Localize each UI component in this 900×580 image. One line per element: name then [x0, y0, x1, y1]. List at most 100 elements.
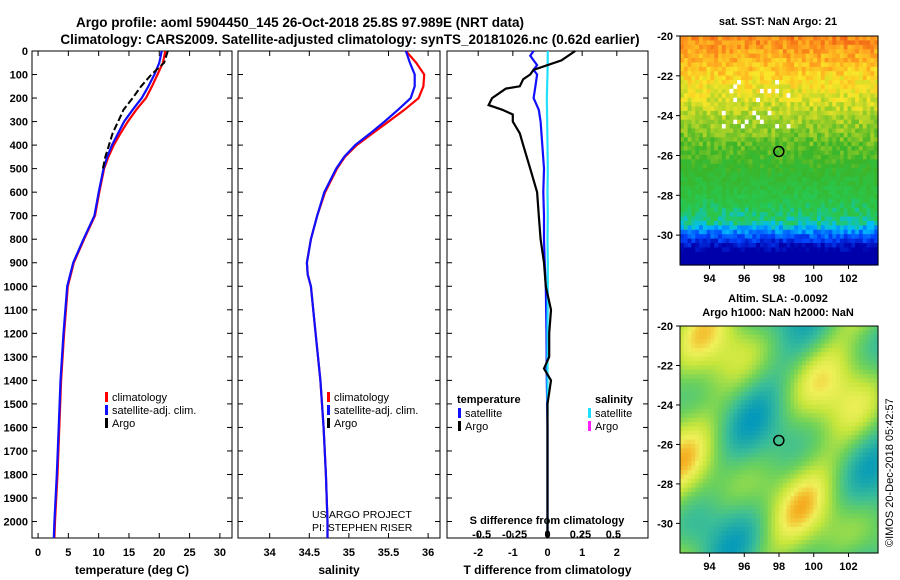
map-cell — [782, 36, 788, 41]
map-cell — [809, 548, 814, 554]
map-cell — [828, 190, 833, 196]
map-cell — [809, 435, 814, 441]
map-cell — [706, 225, 712, 231]
map-cell — [786, 238, 792, 244]
map-cell — [710, 422, 715, 428]
map-cell — [725, 198, 731, 204]
map-cell — [748, 110, 753, 116]
map-cell — [820, 330, 826, 336]
map-cell — [851, 137, 856, 143]
map-cell — [836, 49, 841, 55]
map-cell — [858, 36, 864, 41]
map-cell — [870, 49, 875, 55]
map-cell — [683, 356, 689, 362]
map-cell — [748, 443, 753, 449]
map-cell — [718, 154, 723, 160]
map-cell — [748, 66, 753, 72]
map-cell — [775, 194, 780, 200]
map-cell — [718, 496, 723, 502]
map-cell — [756, 535, 761, 541]
map-cell — [782, 159, 788, 165]
map-cell — [847, 198, 852, 204]
map-cell — [756, 198, 761, 204]
map-cell — [714, 522, 719, 528]
map-cell — [680, 443, 685, 449]
map-cell — [870, 84, 875, 90]
map-cell — [763, 176, 769, 182]
map-cell — [782, 234, 788, 240]
map-cell — [771, 400, 776, 406]
map-cell — [858, 110, 864, 116]
map-cell — [687, 491, 693, 497]
map-cell — [813, 334, 818, 340]
map-cell — [790, 185, 795, 191]
map-cell — [862, 66, 868, 72]
map-cell — [699, 44, 704, 50]
map-cell — [813, 84, 818, 90]
map-cell — [752, 163, 757, 169]
map-cell — [695, 326, 700, 331]
map-cell — [748, 496, 753, 502]
map-cell — [729, 413, 734, 419]
map-cell — [718, 483, 723, 489]
map-cell — [725, 216, 731, 222]
map-cell — [790, 93, 795, 99]
map-cell — [828, 53, 833, 59]
map-cell — [733, 88, 738, 94]
map-cell — [756, 539, 761, 545]
map-cell — [855, 216, 860, 222]
map-cell — [813, 36, 818, 41]
map-cell — [851, 75, 856, 81]
map-cell — [801, 544, 807, 550]
map-cell — [805, 448, 811, 454]
map-cell — [843, 141, 849, 147]
map-cell — [870, 71, 875, 77]
map-cell — [718, 339, 723, 345]
map-cell — [786, 518, 792, 524]
map-cell — [775, 159, 780, 165]
map-cell — [718, 146, 723, 152]
map-cell — [790, 110, 795, 116]
map-cell — [729, 526, 734, 532]
map-cell — [858, 163, 864, 169]
map-cell — [718, 513, 723, 519]
map-cell — [714, 539, 719, 545]
map-cell — [798, 181, 803, 187]
map-cell — [763, 465, 769, 471]
map-cell — [767, 207, 772, 213]
map-cell — [809, 49, 814, 55]
map-cell — [851, 88, 856, 94]
y-tick-label: 100 — [10, 70, 28, 82]
map-cell — [771, 247, 776, 253]
map-cell — [695, 163, 700, 169]
map-cell — [805, 470, 811, 476]
map-cell — [874, 154, 879, 160]
map-cell — [809, 62, 814, 68]
map-cell — [779, 62, 784, 68]
map-cell — [756, 347, 761, 353]
map-cell — [862, 128, 868, 134]
map-cell — [729, 430, 734, 436]
map-cell — [699, 106, 704, 112]
map-cell — [870, 44, 875, 50]
map-cell — [771, 382, 776, 388]
map-cell — [782, 66, 788, 72]
map-cell — [729, 102, 734, 108]
map-cell — [858, 102, 864, 108]
map-cell — [809, 395, 814, 401]
map-cell — [786, 478, 792, 484]
map-cell — [817, 97, 822, 103]
map-cell — [721, 339, 727, 345]
map-cell — [748, 176, 753, 182]
map-cell — [752, 509, 757, 515]
map-cell — [782, 400, 788, 406]
map-cell — [714, 526, 719, 532]
difference-xlabel: T difference from climatology — [463, 563, 631, 577]
map-cell — [824, 102, 830, 108]
map-cell — [744, 378, 750, 384]
map-cell — [680, 474, 685, 480]
map-cell — [775, 378, 780, 384]
map-cell — [759, 509, 765, 515]
map-cell — [771, 531, 776, 537]
map-cell — [832, 84, 837, 90]
